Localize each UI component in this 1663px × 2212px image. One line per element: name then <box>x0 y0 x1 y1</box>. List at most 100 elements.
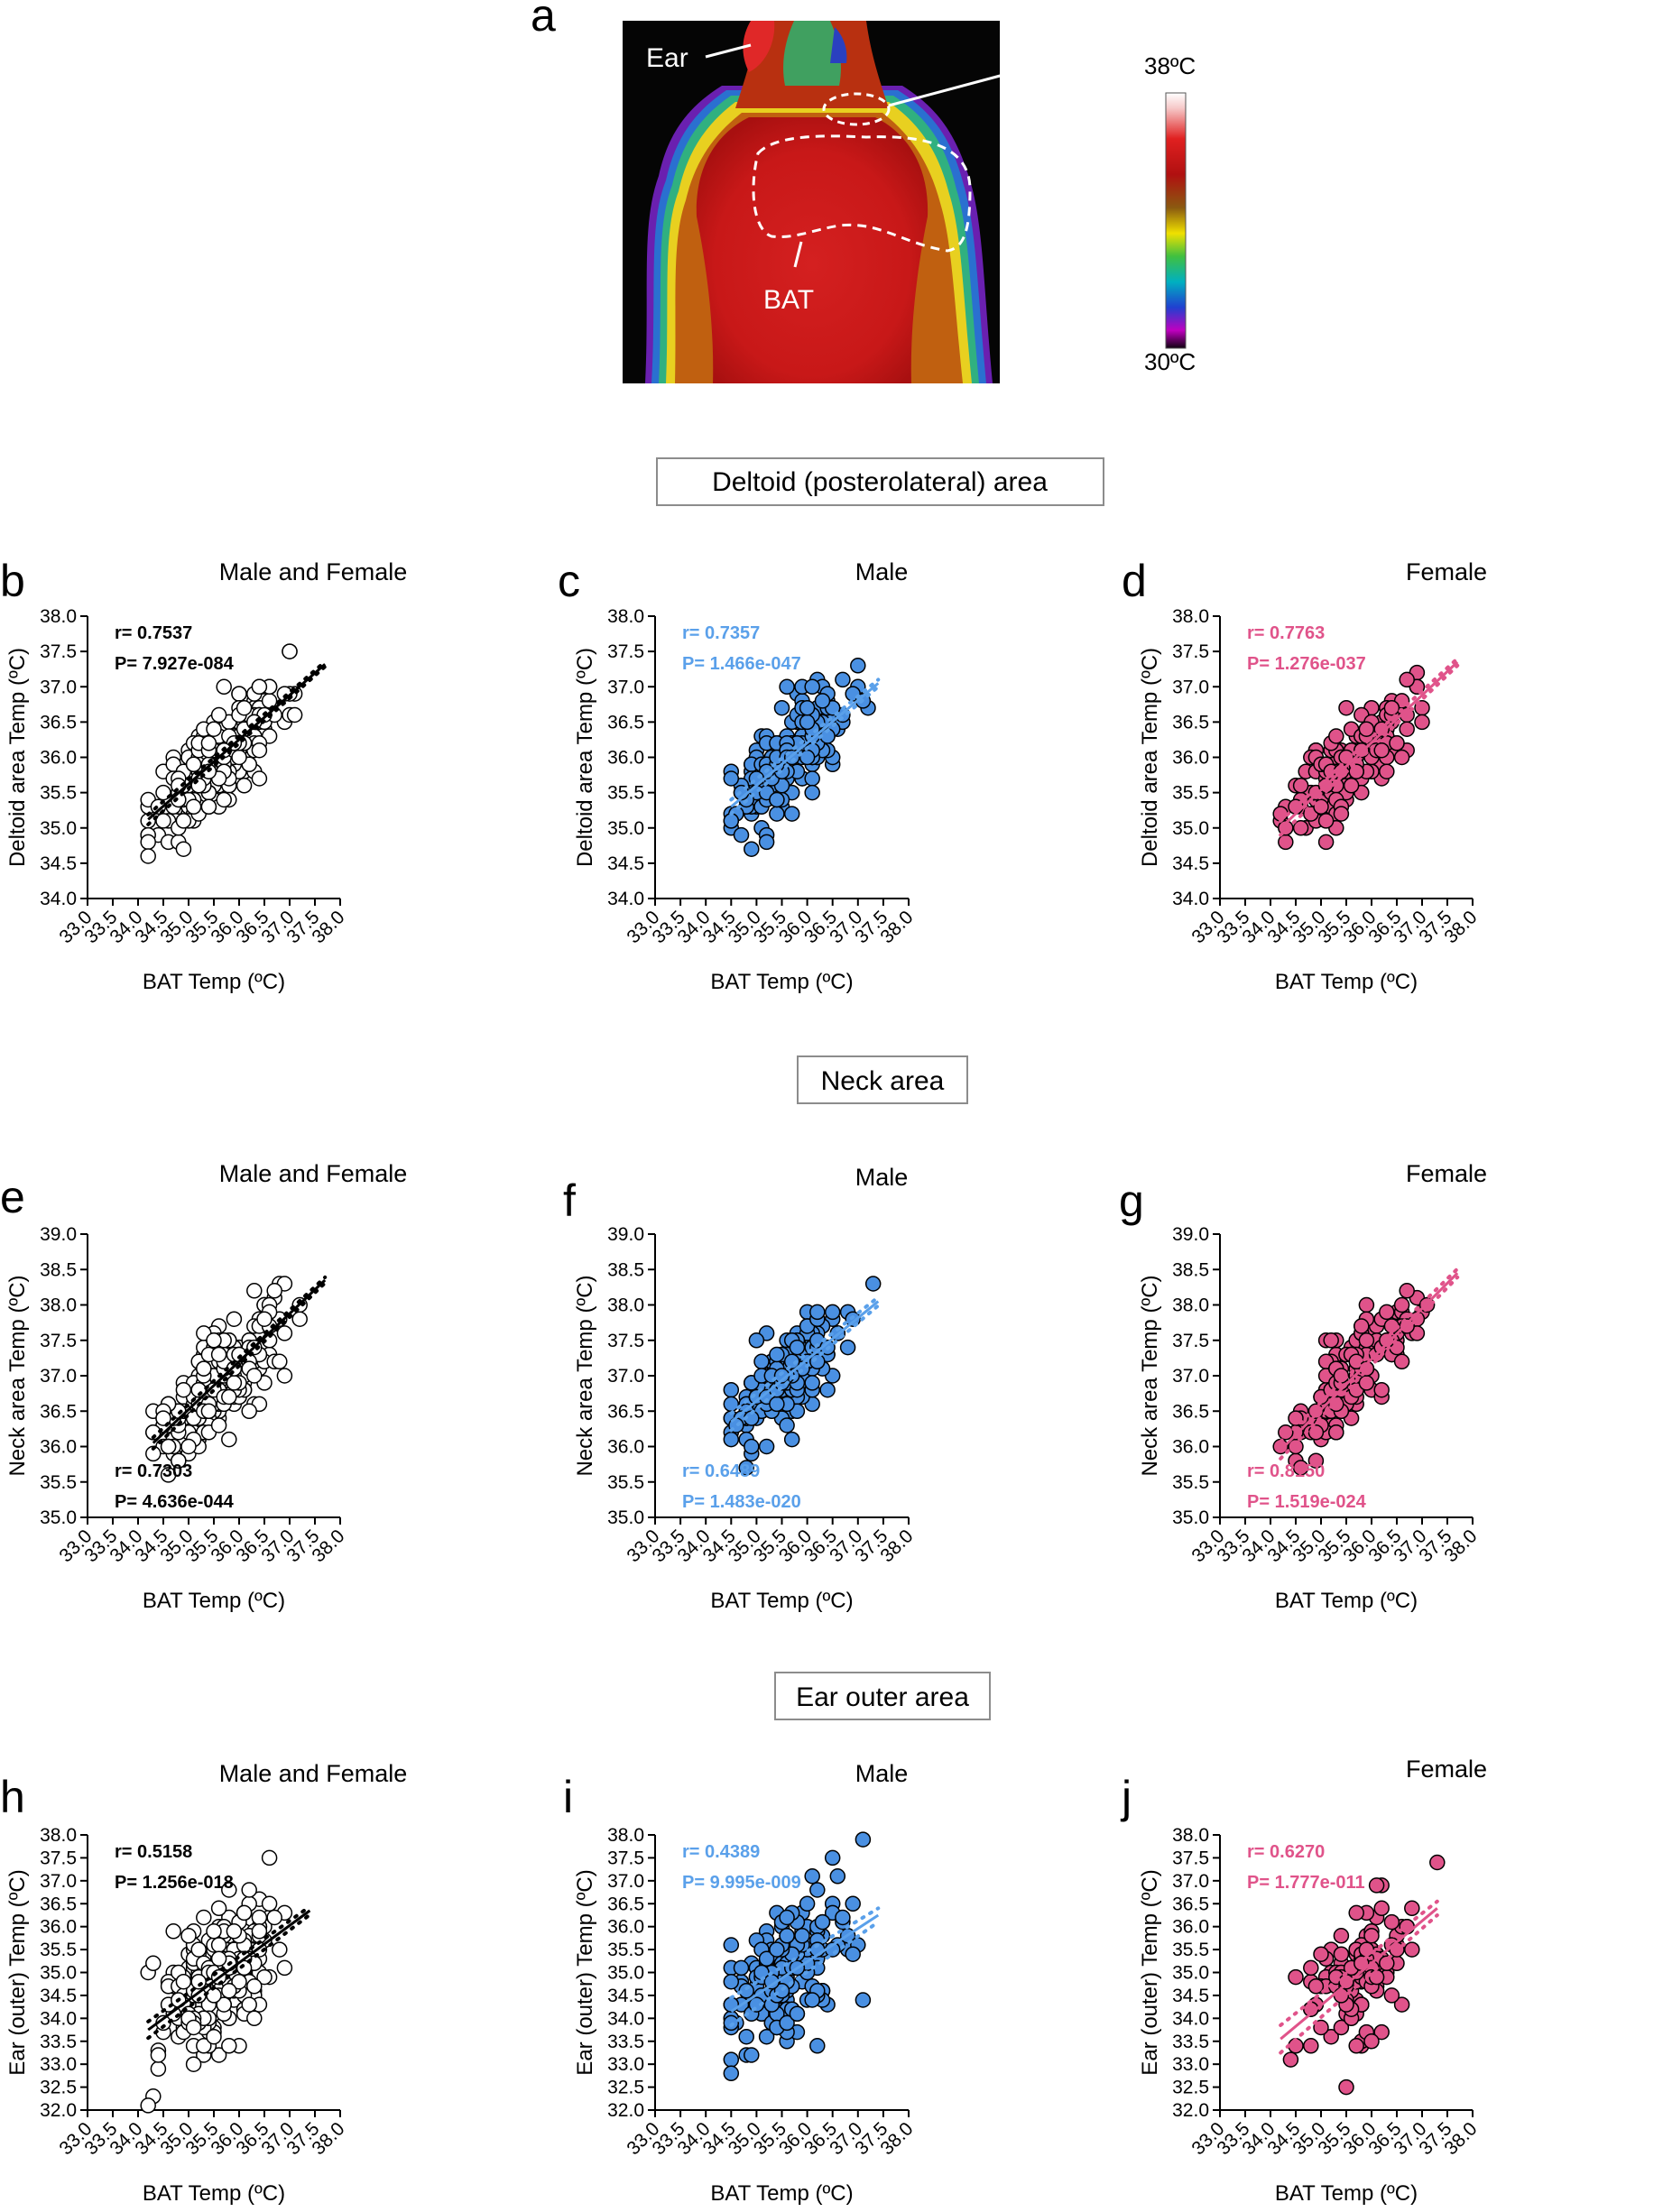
chart-c: c Male 34.0 34.5 35.0 35.5 36.0 36.5 37.0 37.5 38.… <box>558 556 918 994</box>
confidence-band <box>729 1920 881 2027</box>
y-tick-label: 35.0 <box>1172 818 1209 839</box>
data-point <box>1368 1968 1385 1986</box>
data-point <box>221 1882 237 1898</box>
y-tick-label: 35.0 <box>40 1507 77 1528</box>
data-point <box>1333 806 1350 822</box>
data-point <box>200 1403 217 1420</box>
bat-label: BAT <box>763 285 814 315</box>
y-tick-label: 33.0 <box>1172 2054 1209 2075</box>
y-tick-label: 32.5 <box>1172 2078 1209 2098</box>
data-point <box>221 1983 237 1999</box>
data-point <box>236 1904 253 1922</box>
p-value: P= 1.466e-047 <box>682 654 801 674</box>
data-point <box>210 1346 227 1363</box>
y-tick-label: 38.0 <box>607 1295 644 1316</box>
y-tick-label: 35.5 <box>40 783 77 804</box>
y-axis-label: Ear (outer) Temp (ºC) <box>1138 1869 1162 2075</box>
data-point <box>1292 778 1309 794</box>
data-point <box>804 1375 820 1391</box>
data-point <box>804 770 820 787</box>
data-point <box>1323 2028 1339 2045</box>
section-header-deltoid: Deltoid (posterolateral) area <box>656 457 1104 506</box>
data-point <box>286 706 303 724</box>
y-tick-label: 38.5 <box>607 1259 644 1280</box>
y-tick-label: 36.5 <box>40 1894 77 1914</box>
y-axis-label: Deltoid area Temp (ºC) <box>573 648 597 867</box>
data-point <box>175 841 192 857</box>
y-tick-label: 36.0 <box>607 748 644 769</box>
data-point <box>799 714 816 731</box>
y-axis-label: Neck area Temp (ºC) <box>573 1275 597 1476</box>
data-point <box>216 678 232 696</box>
regression-line <box>147 1909 311 2032</box>
chart-title: Female <box>1406 1756 1487 1783</box>
data-point <box>1278 1424 1294 1441</box>
r-value: r= 0.6489 <box>682 1461 760 1481</box>
y-tick-label: 38.0 <box>40 606 77 627</box>
regression-line <box>730 1300 880 1424</box>
data-point <box>185 798 202 816</box>
data-point <box>789 2005 806 2023</box>
section-header-neck: Neck area <box>797 1055 968 1104</box>
confidence-band <box>1279 1267 1460 1444</box>
confidence-band <box>1279 656 1460 823</box>
y-tick-label: 34.5 <box>1172 1986 1209 2006</box>
confidence-band <box>151 1281 328 1451</box>
y-tick-label: 35.0 <box>607 1963 644 1984</box>
data-point <box>850 658 866 674</box>
data-point <box>1393 1996 1410 2013</box>
data-point <box>723 770 740 787</box>
data-point <box>185 2019 202 2036</box>
data-point <box>864 1276 882 1292</box>
y-tick-label: 37.5 <box>40 1331 77 1351</box>
data-point <box>291 1311 308 1327</box>
data-point <box>1373 1900 1390 1917</box>
data-point <box>165 1923 181 1940</box>
data-point <box>824 1304 841 1321</box>
data-point <box>150 2060 167 2078</box>
data-point <box>1303 1959 1319 1977</box>
regression-line <box>730 682 880 808</box>
data-point <box>210 1900 227 1917</box>
y-axis-label: Neck area Temp (ºC) <box>5 1275 30 1476</box>
y-tick-label: 37.0 <box>607 677 644 697</box>
data-point <box>160 1467 177 1483</box>
data-point <box>261 1895 278 1912</box>
data-point <box>855 1831 872 1848</box>
data-point <box>1307 1452 1325 1469</box>
data-point <box>1307 1978 1325 1995</box>
data-point <box>753 1353 770 1370</box>
data-point <box>758 1950 775 1968</box>
data-point <box>723 2051 740 2068</box>
panel-letter-c: c <box>558 556 580 606</box>
y-tick-label: 35.5 <box>40 1472 77 1493</box>
data-point <box>1323 1332 1339 1349</box>
y-tick-label: 38.0 <box>1172 606 1209 627</box>
data-point <box>1307 1403 1325 1420</box>
y-tick-label: 34.5 <box>40 1986 77 2006</box>
y-tick-label: 34.5 <box>607 853 644 874</box>
y-tick-label: 37.5 <box>1172 1331 1209 1351</box>
y-axis-label: Ear (outer) Temp (ºC) <box>5 1869 30 2075</box>
x-axis-label: BAT Temp (ºC) <box>1275 970 1418 994</box>
data-point <box>200 735 217 751</box>
y-tick-label: 35.5 <box>1172 783 1209 804</box>
data-point <box>794 1928 810 1944</box>
data-point <box>758 1438 775 1455</box>
data-point <box>1404 1900 1420 1917</box>
x-axis-label: BAT Temp (ºC) <box>1275 2181 1418 2206</box>
data-point <box>769 1941 785 1958</box>
data-point <box>1313 1946 1329 1962</box>
y-tick-label: 38.0 <box>1172 1295 1209 1316</box>
data-point <box>210 1937 227 1953</box>
panel-letter-h: h <box>0 1772 25 1822</box>
y-tick-label: 32.0 <box>1172 2100 1209 2121</box>
data-point <box>744 841 760 857</box>
panel-letter-i: i <box>563 1772 573 1822</box>
data-point <box>783 806 800 822</box>
panel-letter-j: j <box>1120 1772 1132 1822</box>
y-tick-label: 39.0 <box>1172 1224 1209 1245</box>
y-tick-label: 35.5 <box>40 1940 77 1960</box>
r-value: r= 0.7763 <box>1247 623 1325 643</box>
y-tick-label: 37.0 <box>1172 1871 1209 1892</box>
